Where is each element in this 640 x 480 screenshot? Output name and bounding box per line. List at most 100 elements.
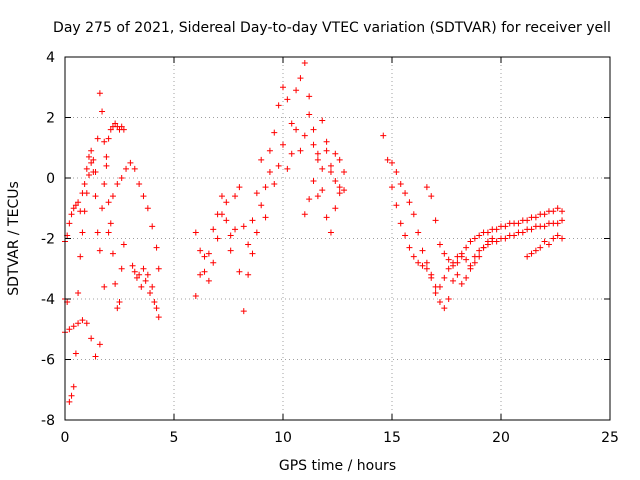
data-point: [105, 229, 112, 236]
data-point: [85, 153, 92, 160]
data-point: [153, 244, 160, 251]
data-point: [332, 150, 339, 157]
data-point: [410, 253, 417, 260]
series-track-k: [524, 232, 566, 260]
data-point: [284, 96, 291, 103]
data-point: [197, 271, 204, 278]
data-point: [314, 156, 321, 163]
data-point: [397, 181, 404, 188]
data-point: [467, 238, 474, 245]
data-point: [541, 223, 548, 230]
data-point: [101, 283, 108, 290]
y-tick-label: -2: [41, 232, 55, 248]
data-point: [155, 314, 162, 321]
data-point: [118, 265, 125, 272]
data-point: [450, 277, 457, 284]
data-point: [502, 223, 509, 230]
data-point: [114, 305, 121, 312]
data-point: [406, 244, 413, 251]
data-point: [471, 259, 478, 266]
data-point: [271, 181, 278, 188]
data-point: [245, 271, 252, 278]
x-axis-title: GPS time / hours: [279, 458, 396, 474]
data-point: [83, 320, 90, 327]
data-point: [266, 147, 273, 154]
data-point: [389, 184, 395, 191]
data-point: [96, 247, 103, 254]
data-point: [66, 326, 73, 333]
data-point: [415, 229, 422, 236]
data-point: [476, 247, 483, 254]
data-point: [471, 235, 478, 242]
data-point: [118, 175, 125, 181]
series-track-d: [129, 262, 162, 321]
data-point: [249, 250, 256, 257]
data-point: [214, 235, 221, 242]
data-point: [306, 111, 313, 118]
data-point: [116, 299, 123, 306]
data-point: [406, 199, 413, 206]
y-tick-label: 2: [46, 111, 55, 127]
data-point: [240, 308, 247, 315]
data-point: [249, 217, 256, 224]
data-point: [293, 126, 300, 133]
data-point: [554, 220, 561, 227]
data-point: [271, 129, 278, 136]
data-point: [236, 184, 243, 191]
data-point: [515, 220, 522, 227]
data-point: [323, 138, 330, 145]
data-point: [458, 253, 465, 260]
data-point: [131, 165, 138, 172]
data-point: [519, 229, 526, 236]
data-point: [284, 165, 291, 172]
data-point: [66, 220, 73, 227]
data-point: [532, 214, 539, 221]
data-point: [123, 165, 130, 172]
data-point: [101, 138, 108, 145]
data-point: [306, 93, 313, 100]
data-point: [70, 205, 77, 212]
data-point: [436, 241, 443, 248]
y-tick-label: -8: [41, 413, 55, 429]
x-tick-label: 0: [61, 430, 70, 446]
data-point: [327, 168, 334, 175]
data-point: [306, 196, 313, 203]
data-points: [62, 60, 566, 405]
data-point: [528, 226, 535, 233]
data-point: [81, 181, 88, 188]
data-point: [88, 335, 95, 342]
data-point: [528, 250, 535, 257]
data-point: [410, 211, 417, 218]
data-point: [90, 156, 97, 163]
data-point: [436, 299, 443, 306]
y-tick-label: 4: [46, 50, 55, 66]
data-point: [423, 184, 430, 191]
data-point: [236, 268, 243, 275]
data-point: [493, 238, 500, 245]
data-point: [541, 238, 548, 245]
data-point: [192, 229, 199, 236]
data-point: [454, 271, 461, 278]
data-point: [223, 199, 230, 206]
data-point: [559, 217, 566, 224]
data-point: [476, 253, 483, 260]
data-point: [463, 274, 470, 281]
data-point: [511, 232, 518, 239]
data-point: [380, 132, 387, 139]
data-point: [245, 241, 252, 248]
data-point: [489, 235, 496, 242]
data-point: [68, 392, 75, 399]
data-point: [275, 162, 282, 169]
data-point: [96, 90, 103, 97]
data-point: [210, 259, 217, 266]
data-point: [232, 226, 239, 233]
data-point: [524, 217, 531, 224]
data-point: [484, 229, 491, 236]
series-track-h: [380, 132, 566, 312]
data-point: [94, 229, 101, 236]
data-point: [258, 156, 265, 163]
data-point: [136, 271, 143, 278]
data-point: [201, 268, 208, 275]
data-point: [70, 383, 77, 390]
data-point: [88, 159, 95, 166]
